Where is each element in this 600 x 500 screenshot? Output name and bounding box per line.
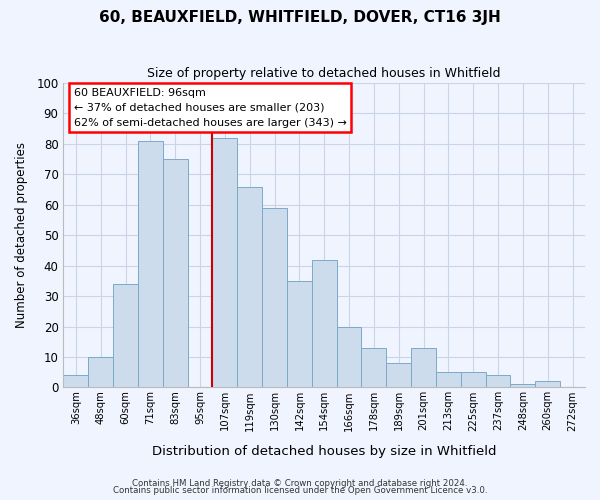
Bar [511,384,535,388]
Bar [386,363,411,388]
Text: Contains public sector information licensed under the Open Government Licence v3: Contains public sector information licen… [113,486,487,495]
Bar [287,281,312,388]
Bar [485,376,511,388]
Bar [163,159,188,388]
Y-axis label: Number of detached properties: Number of detached properties [15,142,28,328]
Bar [237,186,262,388]
Text: 60 BEAUXFIELD: 96sqm
← 37% of detached houses are smaller (203)
62% of semi-deta: 60 BEAUXFIELD: 96sqm ← 37% of detached h… [74,88,347,128]
X-axis label: Distribution of detached houses by size in Whitfield: Distribution of detached houses by size … [152,444,496,458]
Bar [212,138,237,388]
Bar [64,376,88,388]
Bar [361,348,386,388]
Bar [138,141,163,388]
Bar [436,372,461,388]
Text: 60, BEAUXFIELD, WHITFIELD, DOVER, CT16 3JH: 60, BEAUXFIELD, WHITFIELD, DOVER, CT16 3… [99,10,501,25]
Bar [113,284,138,388]
Bar [262,208,287,388]
Text: Contains HM Land Registry data © Crown copyright and database right 2024.: Contains HM Land Registry data © Crown c… [132,478,468,488]
Title: Size of property relative to detached houses in Whitfield: Size of property relative to detached ho… [148,68,501,80]
Bar [411,348,436,388]
Bar [337,326,361,388]
Bar [535,382,560,388]
Bar [88,357,113,388]
Bar [461,372,485,388]
Bar [312,260,337,388]
